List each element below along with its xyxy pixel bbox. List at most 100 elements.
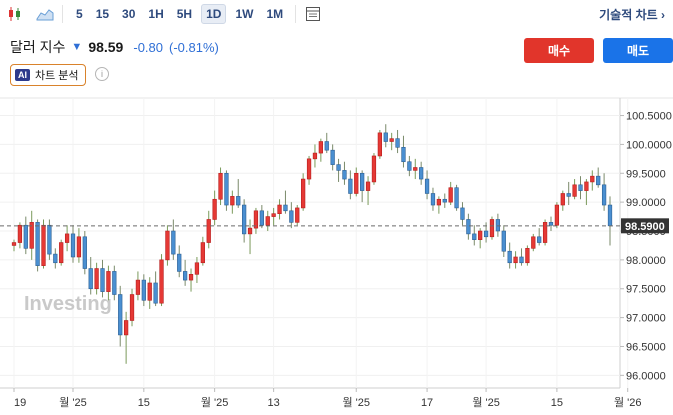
instrument-header: 달러 지수 ▼ 98.59 -0.80 (-0.81%) [10, 37, 219, 57]
info-icon[interactable]: i [95, 67, 109, 81]
candle-body [253, 210, 259, 229]
candle-body [271, 213, 276, 217]
candle-body [265, 216, 270, 226]
candle-body [501, 230, 506, 252]
price-change-pct: (-0.81%) [169, 39, 219, 55]
y-tick-label: 97.5000 [626, 284, 666, 296]
candle-body [82, 236, 87, 269]
timeframe-5h[interactable]: 5H [176, 7, 193, 21]
x-tick-label: 17 [421, 397, 433, 409]
candle-body [478, 230, 483, 240]
candle-body [289, 210, 294, 223]
candle-body [495, 219, 501, 232]
timeframe-5[interactable]: 5 [76, 7, 83, 21]
investing-watermark: Investing [24, 293, 112, 315]
candle-body [200, 242, 205, 264]
candle-body [354, 172, 359, 194]
y-tick-label: 96.5000 [626, 341, 666, 353]
timeframe-1w[interactable]: 1W [235, 7, 254, 21]
candle-body [182, 271, 188, 281]
sell-button[interactable]: 매도 [603, 38, 673, 63]
candle-body [295, 207, 300, 223]
candle-body [153, 282, 158, 304]
candle-body [531, 236, 536, 249]
candlestick-icon[interactable] [6, 5, 24, 23]
toolbar-divider [295, 5, 297, 23]
timeframe-1h[interactable]: 1H [148, 7, 164, 21]
candle-body [525, 248, 530, 264]
instrument-title: 달러 지수 [10, 39, 66, 55]
candle-body [312, 152, 318, 160]
y-tick-label: 96.0000 [626, 370, 666, 382]
candle-body [129, 294, 135, 321]
candle-body [348, 178, 353, 194]
candle-body [460, 207, 465, 220]
candle-body [123, 320, 129, 336]
current-price-badge [621, 218, 669, 234]
x-tick-label: 15 [551, 397, 563, 409]
candle-body [554, 204, 560, 226]
candle-body [171, 230, 176, 255]
ai-chart-analysis-button[interactable]: AI 차트 분석 [10, 64, 86, 86]
timeframe-30[interactable]: 30 [122, 7, 136, 21]
candle-body [218, 172, 223, 200]
candle-body [88, 268, 93, 290]
candle-body [94, 268, 99, 290]
candle-body [247, 227, 253, 235]
price-chart[interactable]: Investing 100.5000 100.0000 99.5000 99.0000… [0, 96, 673, 415]
candle-body [519, 256, 524, 264]
grid [0, 98, 629, 388]
candle-body [59, 242, 64, 264]
candle-body [360, 172, 365, 191]
timeframe-15[interactable]: 15 [95, 7, 110, 21]
candle-body [118, 294, 123, 336]
candle-body [53, 253, 58, 264]
buy-button[interactable]: 매수 [524, 38, 594, 63]
candle-body [47, 224, 52, 255]
candle-body [448, 187, 453, 203]
candle-body [336, 164, 341, 171]
ai-badge: AI [15, 69, 30, 81]
candle-body [365, 181, 371, 191]
candle-body [537, 236, 542, 243]
candle-body [318, 141, 323, 154]
area-chart-icon[interactable] [36, 5, 54, 23]
candle-body [159, 259, 164, 304]
candle-body [64, 233, 70, 243]
x-tick-label: 월 '25 [59, 396, 87, 409]
chart-toolbar: 5 15 30 1H 5H 1D 1W 1M 기술적 차트 › [0, 0, 673, 28]
layout-icon[interactable] [304, 5, 322, 23]
candle-body [489, 219, 495, 238]
candle-body [194, 262, 200, 275]
candle-body [590, 175, 595, 183]
candle-body [206, 219, 211, 243]
x-tick-label: 월 '26 [614, 396, 642, 409]
candle-body [371, 155, 377, 183]
candle-body [436, 198, 442, 206]
timeframe-1d[interactable]: 1D [201, 4, 227, 24]
candles [11, 124, 613, 364]
candle-body [342, 170, 347, 180]
y-tick-label: 100.0000 [626, 139, 672, 151]
candle-body [542, 222, 548, 243]
candle-body [141, 279, 146, 301]
candle-body [301, 178, 306, 209]
candle-body [165, 230, 170, 261]
candle-body [507, 250, 512, 264]
x-tick-label: 월 '25 [342, 396, 370, 409]
timeframe-1m[interactable]: 1M [266, 7, 284, 21]
x-tick-label: 19 [14, 397, 26, 409]
candle-body [224, 172, 229, 206]
y-tick-label: 99.5000 [626, 168, 666, 180]
candle-body [454, 187, 459, 209]
candle-body [596, 175, 601, 186]
y-tick-label: 97.0000 [626, 313, 666, 325]
candle-body [188, 274, 194, 281]
last-price: 98.59 [88, 39, 124, 55]
technical-chart-link[interactable]: 기술적 차트 › [599, 8, 665, 22]
candle-body [29, 222, 34, 249]
candle-body [259, 210, 264, 226]
candle-body [513, 256, 518, 264]
candle-body [330, 149, 335, 165]
